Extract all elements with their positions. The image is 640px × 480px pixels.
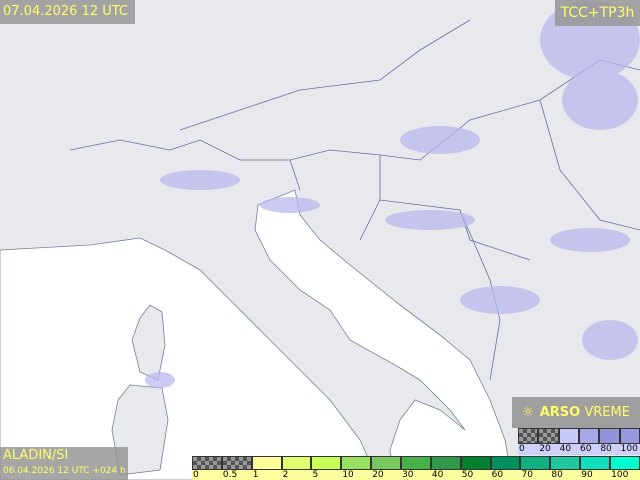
precip-legend-swatch bbox=[580, 456, 611, 470]
cloud-legend-labels: 0 20 40 60 80 100 bbox=[518, 444, 640, 455]
cloud-legend-swatch bbox=[558, 428, 579, 444]
cloud-legend-label: 0 bbox=[519, 444, 525, 454]
valid-time-label: 07.04.2026 12 UTC bbox=[0, 0, 135, 24]
precip-legend-label: 0 bbox=[193, 470, 199, 480]
arso-logo: ☼ ARSO VREME bbox=[512, 397, 640, 428]
precip-legend-labels: 0 0.5 1 2 5 10 20 30 40 50 60 70 80 90 100 bbox=[192, 470, 640, 480]
precip-legend-swatch bbox=[311, 456, 342, 470]
logo-brand-bold: ARSO bbox=[539, 405, 581, 420]
cloud-legend-swatch bbox=[619, 428, 640, 444]
precip-legend-label: 90 bbox=[581, 470, 593, 480]
logo-brand-light: VREME bbox=[584, 405, 630, 420]
precip-legend-swatch bbox=[251, 456, 282, 470]
model-name: ALADIN/SI bbox=[3, 448, 69, 463]
cloud-legend-swatch bbox=[518, 428, 539, 444]
cloud-legend-label: 20 bbox=[539, 444, 551, 454]
cloud-legend-label: 100 bbox=[620, 444, 638, 454]
precip-legend-swatch bbox=[490, 456, 521, 470]
precipitation-legend bbox=[192, 456, 640, 470]
precip-legend-label: 30 bbox=[402, 470, 414, 480]
precip-legend-label: 0.5 bbox=[222, 470, 238, 480]
adriatic-ionian-sea bbox=[254, 189, 513, 480]
precip-legend-label: 5 bbox=[312, 470, 319, 480]
precip-legend-swatch bbox=[430, 456, 461, 470]
precip-legend-label: 10 bbox=[342, 470, 354, 480]
precip-legend-swatch bbox=[371, 456, 402, 470]
precip-legend-label: 1 bbox=[252, 470, 259, 480]
precip-legend-label: 50 bbox=[461, 470, 474, 480]
cloud-legend-label: 60 bbox=[580, 444, 592, 454]
precip-legend-swatch bbox=[281, 456, 312, 470]
precip-legend-label: 20 bbox=[372, 470, 384, 480]
precip-legend-swatch bbox=[192, 456, 222, 470]
cloud-legend-label: 80 bbox=[600, 444, 612, 454]
precip-legend-label: 80 bbox=[551, 470, 563, 480]
precip-legend-swatch bbox=[610, 456, 640, 470]
product-label: TCC+TP3h bbox=[555, 0, 640, 26]
cloud-legend-swatch bbox=[578, 428, 600, 444]
precip-legend-label: 60 bbox=[491, 470, 504, 480]
precip-legend-label: 2 bbox=[282, 470, 289, 480]
precip-legend-swatch bbox=[401, 456, 431, 470]
precip-legend-swatch bbox=[341, 456, 372, 470]
cloud-legend-swatch bbox=[599, 428, 620, 444]
model-info: ALADIN/SI 06.04.2026 12 UTC +024 h bbox=[0, 447, 128, 480]
model-run: 06.04.2026 12 UTC +024 h bbox=[3, 466, 126, 476]
precip-legend-swatch bbox=[520, 456, 551, 470]
sun-cloud-icon: ☼ bbox=[522, 405, 534, 420]
precip-legend-label: 70 bbox=[521, 470, 533, 480]
cloud-cover-legend bbox=[518, 428, 640, 444]
cloud-legend-label: 40 bbox=[559, 444, 572, 454]
precip-legend-swatch bbox=[550, 456, 581, 470]
precip-legend-swatch bbox=[460, 456, 491, 470]
precip-legend-label: 100 bbox=[611, 470, 629, 480]
cloud-legend-swatch bbox=[538, 428, 559, 444]
country-borders bbox=[69, 19, 640, 381]
precip-legend-label: 40 bbox=[431, 470, 444, 480]
tyrrhenian-sea bbox=[0, 237, 379, 480]
precip-legend-swatch bbox=[221, 456, 252, 470]
